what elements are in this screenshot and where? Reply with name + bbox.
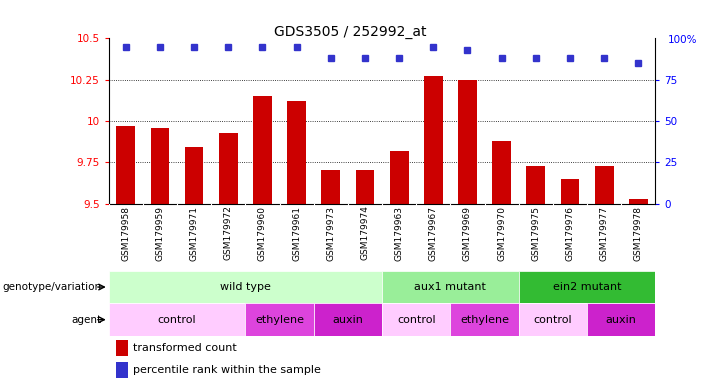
Text: GSM179977: GSM179977 (599, 205, 608, 260)
Bar (314, 303, 382, 336)
Text: ethylene: ethylene (460, 314, 509, 325)
Text: GSM179972: GSM179972 (224, 205, 233, 260)
Text: percentile rank within the sample: percentile rank within the sample (133, 366, 321, 376)
Bar (321, 170, 340, 204)
Bar (109, 303, 245, 336)
Text: GSM179958: GSM179958 (121, 205, 130, 260)
Text: wild type: wild type (220, 282, 271, 292)
Bar (382, 271, 519, 303)
Bar (287, 101, 306, 204)
Text: GSM179973: GSM179973 (326, 205, 335, 260)
Text: GDS3505 / 252992_at: GDS3505 / 252992_at (274, 25, 427, 39)
Bar (382, 303, 451, 336)
Text: control: control (397, 314, 435, 325)
Text: aux1 mutant: aux1 mutant (414, 282, 486, 292)
Text: agent: agent (72, 314, 102, 325)
Text: auxin: auxin (606, 314, 637, 325)
Bar (492, 141, 511, 204)
Text: genotype/variation: genotype/variation (3, 282, 102, 292)
Bar (629, 199, 648, 204)
Text: GSM179959: GSM179959 (156, 205, 165, 260)
Bar (424, 76, 443, 204)
Bar (245, 303, 314, 336)
Text: GSM179976: GSM179976 (566, 205, 575, 260)
Text: GSM179974: GSM179974 (360, 205, 369, 260)
Bar (458, 79, 477, 204)
Text: GSM179971: GSM179971 (189, 205, 198, 260)
Bar (519, 303, 587, 336)
Bar (587, 303, 655, 336)
Bar (519, 271, 655, 303)
Bar (151, 127, 170, 204)
Text: GSM179967: GSM179967 (429, 205, 438, 260)
Bar (561, 179, 580, 204)
Text: auxin: auxin (332, 314, 363, 325)
Text: GSM179975: GSM179975 (531, 205, 540, 260)
Bar (451, 303, 519, 336)
Bar (116, 362, 128, 378)
Text: GSM179961: GSM179961 (292, 205, 301, 260)
Text: GSM179963: GSM179963 (395, 205, 404, 260)
Bar (219, 132, 238, 204)
Text: GSM179969: GSM179969 (463, 205, 472, 260)
Bar (116, 341, 128, 356)
Text: transformed count: transformed count (133, 343, 237, 353)
Bar (116, 126, 135, 204)
Bar (355, 170, 374, 204)
Text: ethylene: ethylene (255, 314, 304, 325)
Text: GSM179960: GSM179960 (258, 205, 267, 260)
Text: GSM179978: GSM179978 (634, 205, 643, 260)
Text: control: control (533, 314, 572, 325)
Bar (109, 271, 382, 303)
Text: ein2 mutant: ein2 mutant (553, 282, 621, 292)
Bar (390, 151, 409, 204)
Text: GSM179970: GSM179970 (497, 205, 506, 260)
Bar (594, 166, 613, 204)
Bar (253, 96, 272, 204)
Y-axis label: 100%: 100% (668, 35, 697, 45)
Bar (184, 147, 203, 204)
Text: control: control (158, 314, 196, 325)
Bar (526, 166, 545, 204)
